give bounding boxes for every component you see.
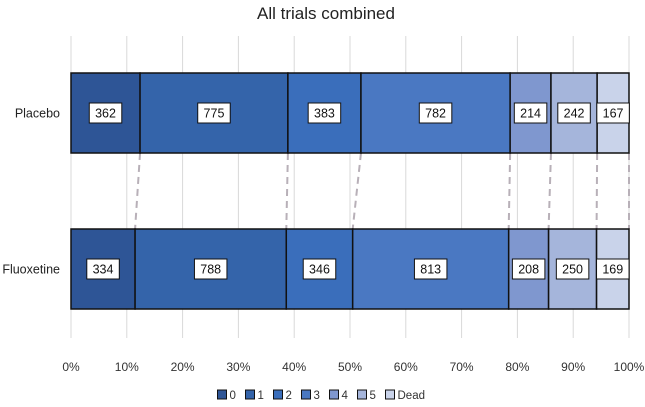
data-label: 167: [603, 107, 624, 121]
data-label: 346: [309, 263, 330, 277]
x-axis: 0% 10% 20% 30% 40% 50% 60% 70% 80% 90% 100%: [62, 360, 644, 374]
x-tick-label: 20%: [171, 360, 195, 374]
data-label-box: [193, 258, 228, 280]
legend-swatch-1: [245, 389, 255, 400]
y-axis-categories: Placebo Fluoxetine: [2, 107, 60, 277]
x-tick-label: 50%: [338, 360, 362, 374]
legend-label-3: 3: [314, 390, 320, 402]
bars-layer: 362 775 383 782 214 242 167 334 788 346 813 208 250 1…: [70, 72, 630, 310]
legend-swatch-0: [217, 389, 227, 400]
connector-line-1: [285, 152, 289, 230]
connector-line-2: [351, 152, 362, 230]
legend-label-0: 0: [230, 390, 236, 402]
legend-swatch-2: [273, 389, 283, 400]
data-label: 250: [562, 263, 583, 277]
connector-line-0: [134, 152, 142, 230]
x-tick-label: 40%: [282, 360, 306, 374]
data-label: 208: [518, 263, 539, 277]
legend-swatch-5: [357, 389, 367, 400]
legend: 0 1 2 3 4 5 Dead: [217, 389, 426, 402]
data-label-box: [302, 258, 337, 280]
data-label: 362: [95, 107, 116, 121]
data-label-box: [197, 102, 231, 124]
legend-label-4: 4: [342, 390, 349, 402]
category-label-placebo: Placebo: [15, 107, 60, 121]
x-tick-label: 70%: [450, 360, 474, 374]
data-label: 788: [200, 263, 221, 277]
data-label: 242: [564, 107, 585, 121]
data-label: 782: [425, 107, 446, 121]
connector-layer: [134, 152, 630, 230]
data-label-box: [513, 102, 548, 124]
data-label: 813: [420, 263, 441, 277]
connector-line-3: [507, 152, 512, 230]
data-label-box: [557, 102, 591, 124]
x-tick-label: 30%: [226, 360, 250, 374]
data-label-box: [86, 258, 120, 280]
data-label: 775: [204, 107, 225, 121]
x-tick-label: 90%: [561, 360, 585, 374]
x-tick-label: 100%: [614, 360, 645, 374]
data-label: 169: [602, 263, 623, 277]
legend-swatch-4: [329, 389, 339, 400]
data-label-box: [511, 258, 546, 280]
legend-swatch-3: [301, 389, 311, 400]
data-label-box: [596, 102, 630, 124]
data-label: 383: [314, 107, 335, 121]
data-label: 214: [520, 107, 541, 121]
data-label-box: [418, 102, 453, 124]
x-tick-label: 10%: [115, 360, 139, 374]
connector-line-4: [547, 152, 552, 230]
x-tick-label: 0%: [62, 360, 80, 374]
data-label-box: [307, 102, 342, 124]
legend-swatch-dead: [385, 389, 395, 400]
data-label: 334: [93, 263, 114, 277]
connector-line-5: [595, 152, 599, 230]
category-label-fluoxetine: Fluoxetine: [2, 263, 60, 277]
legend-label-dead: Dead: [398, 390, 426, 402]
data-label-box: [596, 258, 630, 280]
legend-label-1: 1: [258, 390, 264, 402]
data-label-box: [413, 258, 448, 280]
x-tick-label: 60%: [394, 360, 418, 374]
x-tick-label: 80%: [505, 360, 529, 374]
legend-label-2: 2: [286, 390, 292, 402]
chart-title: All trials combined: [257, 4, 395, 23]
data-label-box: [555, 258, 590, 280]
legend-label-5: 5: [370, 390, 376, 402]
data-label-box: [88, 102, 123, 124]
